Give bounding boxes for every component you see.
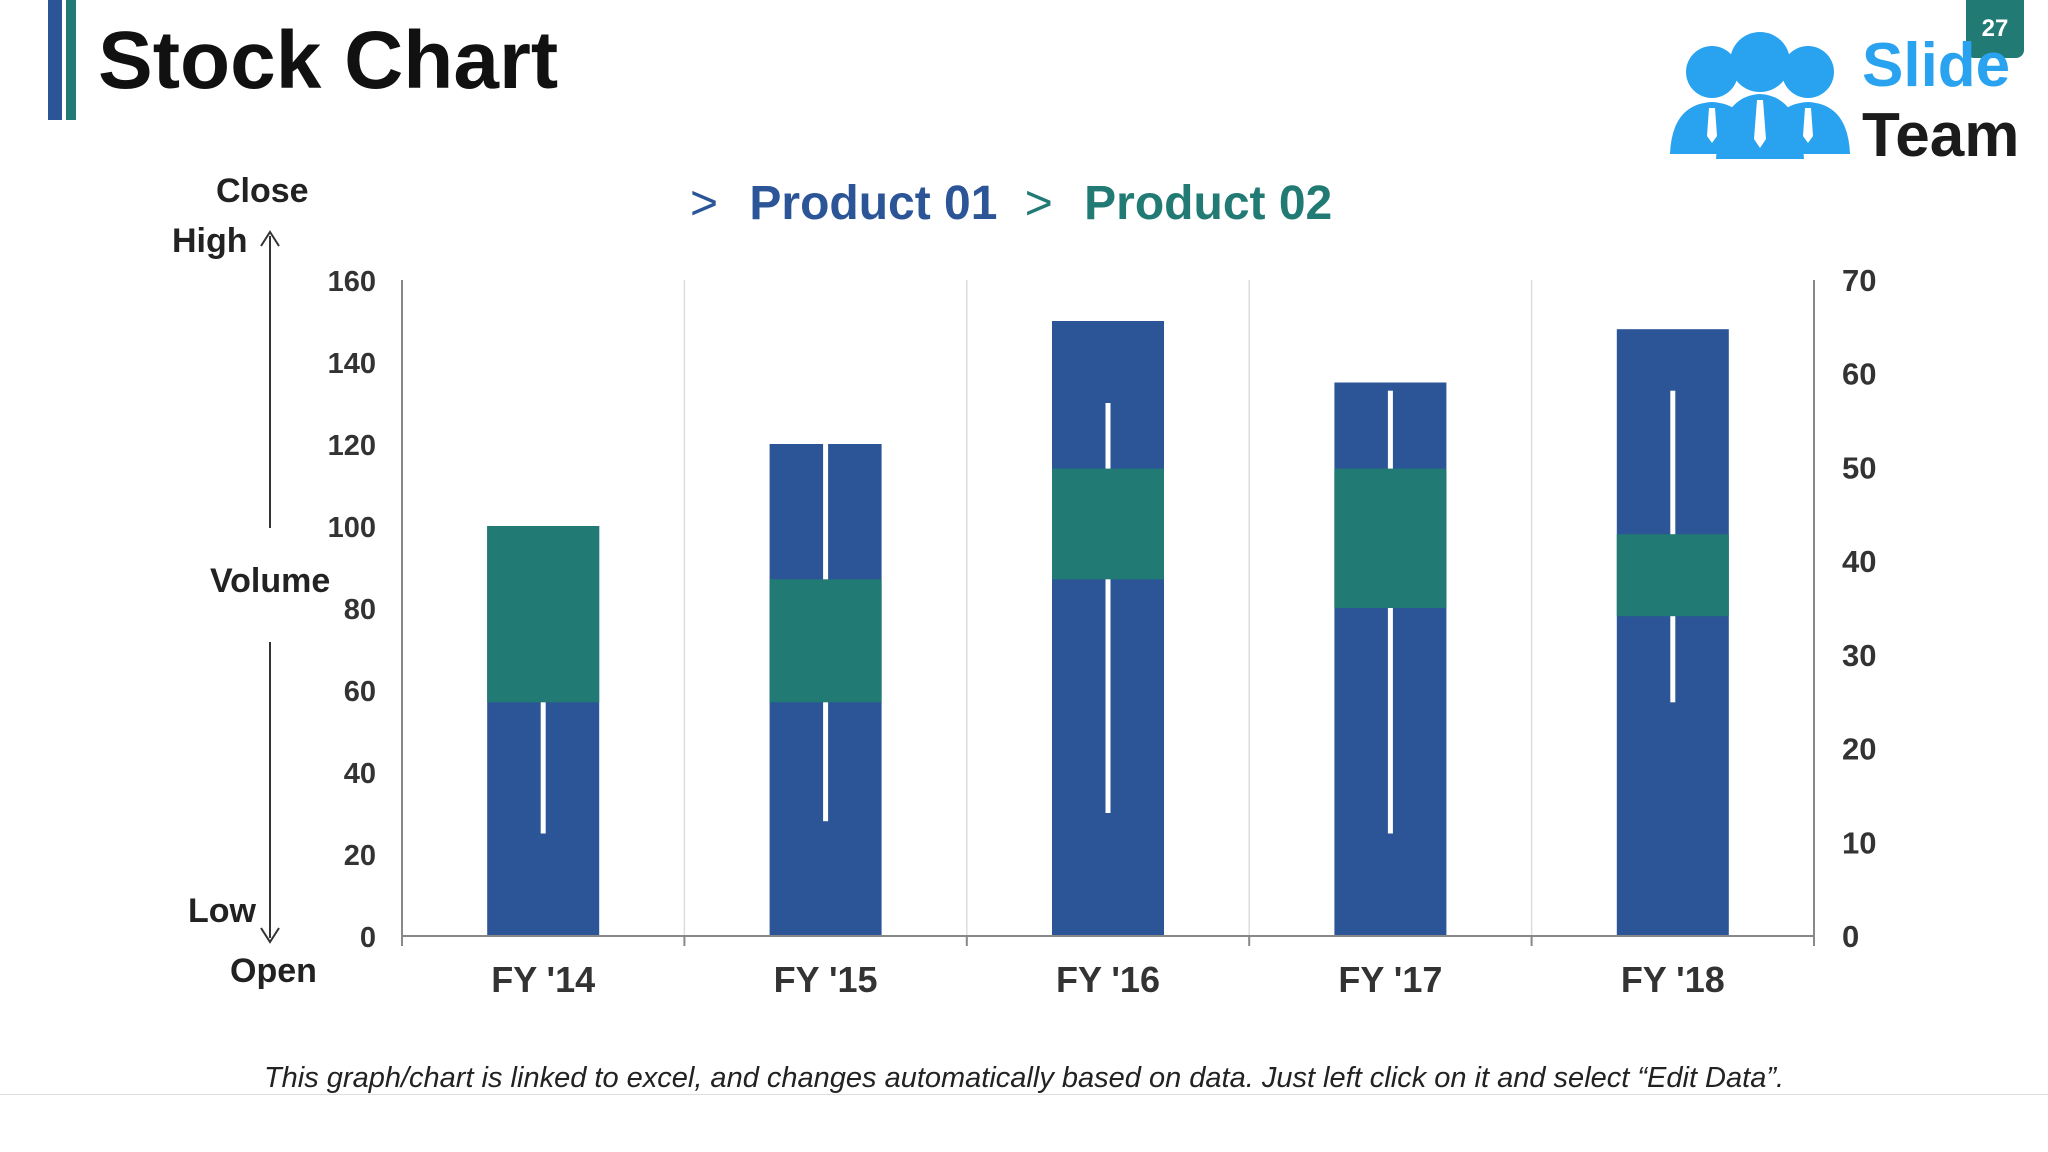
footnote-text: This graph/chart is linked to excel, and… — [263, 1062, 1785, 1094]
left-axis-tick-label: 60 — [344, 676, 376, 708]
side-arrows — [260, 230, 280, 944]
chart-legend: > Product 01 > Product 02 — [690, 176, 1332, 231]
open-close-body — [769, 579, 882, 703]
side-label-open: Open — [230, 952, 317, 990]
chart-bars — [487, 321, 1729, 936]
legend-arrow-product-01: > — [690, 177, 719, 230]
left-axis-tick-label: 100 — [328, 512, 376, 544]
title-accent-bar-teal — [66, 0, 76, 120]
logo-text-slide: Slide — [1862, 31, 2011, 100]
logo-text-team: Team — [1862, 101, 2020, 170]
right-axis-tick-label: 0 — [1842, 919, 1859, 954]
right-axis-tick-label: 20 — [1842, 732, 1876, 767]
right-axis-tick-label: 10 — [1842, 825, 1876, 860]
x-tick-label: FY '17 — [1338, 959, 1442, 1000]
x-tick-label: FY '16 — [1056, 959, 1160, 1000]
x-tick-label: FY '14 — [491, 959, 595, 1000]
high-low-line — [1105, 403, 1111, 813]
legend-label-product-02: Product 02 — [1084, 177, 1333, 230]
right-axis-tick-label: 30 — [1842, 638, 1876, 673]
open-close-body — [1334, 468, 1447, 608]
legend-label-product-01: Product 01 — [749, 177, 998, 230]
page-number-badge: 27 — [1966, 0, 2024, 58]
side-label-low: Low — [188, 892, 256, 930]
chart-axes — [401, 280, 1815, 946]
left-axis-tick-label: 20 — [344, 840, 376, 872]
title-accent-bar-blue — [48, 0, 62, 120]
left-axis-tick-label: 0 — [360, 922, 376, 954]
chart-grid — [683, 280, 1533, 936]
right-axis-tick-label: 60 — [1842, 357, 1876, 392]
left-axis-tick-label: 160 — [328, 266, 376, 298]
slideteam-logo-icon — [1670, 32, 1850, 159]
left-axis-tick-label: 40 — [344, 758, 376, 790]
up-arrow-icon — [260, 230, 280, 247]
chart-labels: FY '14 FY '15 FY '16 FY '17 FY '18 0 20 40 60 80 1… — [328, 263, 1877, 1000]
x-tick-label: FY '18 — [1621, 959, 1725, 1000]
side-label-close: Close — [216, 172, 309, 210]
left-axis-tick-label: 140 — [328, 348, 376, 380]
side-label-volume: Volume — [210, 562, 331, 600]
right-axis-tick-label: 50 — [1842, 450, 1876, 485]
down-arrow-icon — [260, 927, 280, 944]
high-low-line — [540, 649, 546, 834]
high-low-line — [1387, 390, 1393, 834]
open-close-body — [1616, 534, 1729, 617]
left-axis-tick-label: 120 — [328, 430, 376, 462]
right-axis-tick-label: 70 — [1842, 263, 1876, 298]
left-axis-tick-label: 80 — [344, 594, 376, 626]
side-label-high: High — [172, 222, 248, 260]
right-axis-tick-label: 40 — [1842, 544, 1876, 579]
page-title: Stock Chart — [98, 15, 559, 106]
open-close-body — [1052, 468, 1164, 580]
legend-arrow-product-02: > — [1024, 177, 1053, 230]
open-close-body — [487, 526, 600, 703]
x-tick-label: FY '15 — [774, 959, 878, 1000]
footer-divider — [0, 1094, 2048, 1095]
